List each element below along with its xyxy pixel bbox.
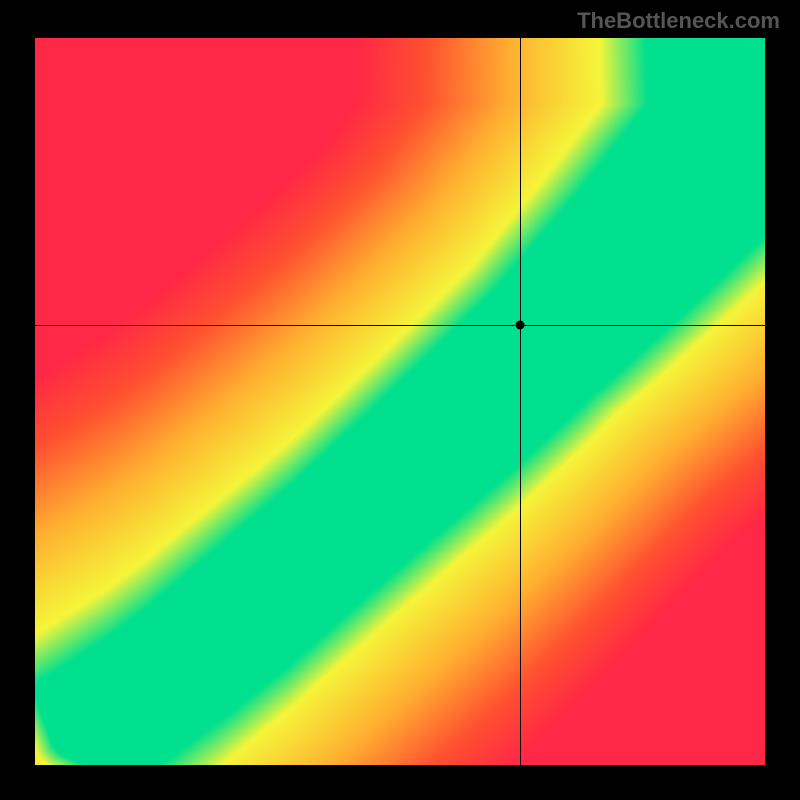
bottleneck-heatmap — [35, 38, 765, 765]
crosshair-marker — [516, 321, 525, 330]
crosshair-horizontal — [35, 325, 765, 326]
attribution-text: TheBottleneck.com — [577, 8, 780, 34]
crosshair-vertical — [520, 38, 521, 765]
heatmap-canvas — [35, 38, 765, 765]
